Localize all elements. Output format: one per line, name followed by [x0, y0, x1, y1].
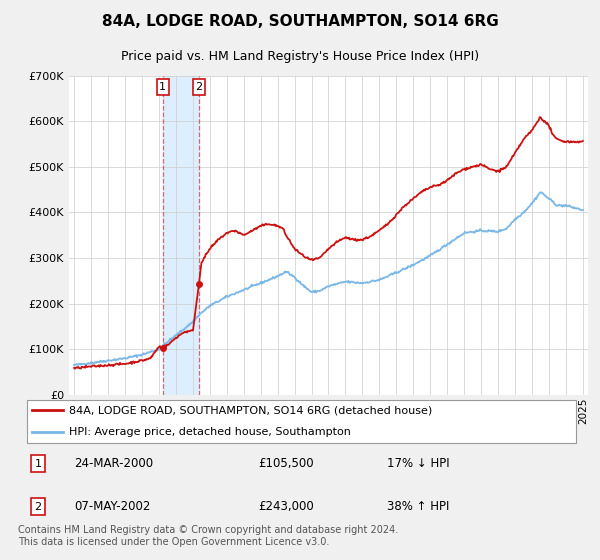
- Text: 2: 2: [34, 502, 41, 512]
- Text: 84A, LODGE ROAD, SOUTHAMPTON, SO14 6RG: 84A, LODGE ROAD, SOUTHAMPTON, SO14 6RG: [101, 14, 499, 29]
- Text: 17% ↓ HPI: 17% ↓ HPI: [387, 457, 449, 470]
- Text: £243,000: £243,000: [259, 500, 314, 514]
- Text: £105,500: £105,500: [259, 457, 314, 470]
- Text: 84A, LODGE ROAD, SOUTHAMPTON, SO14 6RG (detached house): 84A, LODGE ROAD, SOUTHAMPTON, SO14 6RG (…: [68, 405, 432, 416]
- Text: 38% ↑ HPI: 38% ↑ HPI: [387, 500, 449, 514]
- Text: 24-MAR-2000: 24-MAR-2000: [74, 457, 154, 470]
- Text: 2: 2: [196, 82, 202, 92]
- Bar: [163, 76, 199, 395]
- Text: 1: 1: [34, 459, 41, 469]
- Text: 07-MAY-2002: 07-MAY-2002: [74, 500, 151, 514]
- Text: Contains HM Land Registry data © Crown copyright and database right 2024.
This d: Contains HM Land Registry data © Crown c…: [18, 525, 398, 547]
- Text: Price paid vs. HM Land Registry's House Price Index (HPI): Price paid vs. HM Land Registry's House …: [121, 50, 479, 63]
- Text: 1: 1: [159, 82, 166, 92]
- Text: HPI: Average price, detached house, Southampton: HPI: Average price, detached house, Sout…: [68, 427, 350, 437]
